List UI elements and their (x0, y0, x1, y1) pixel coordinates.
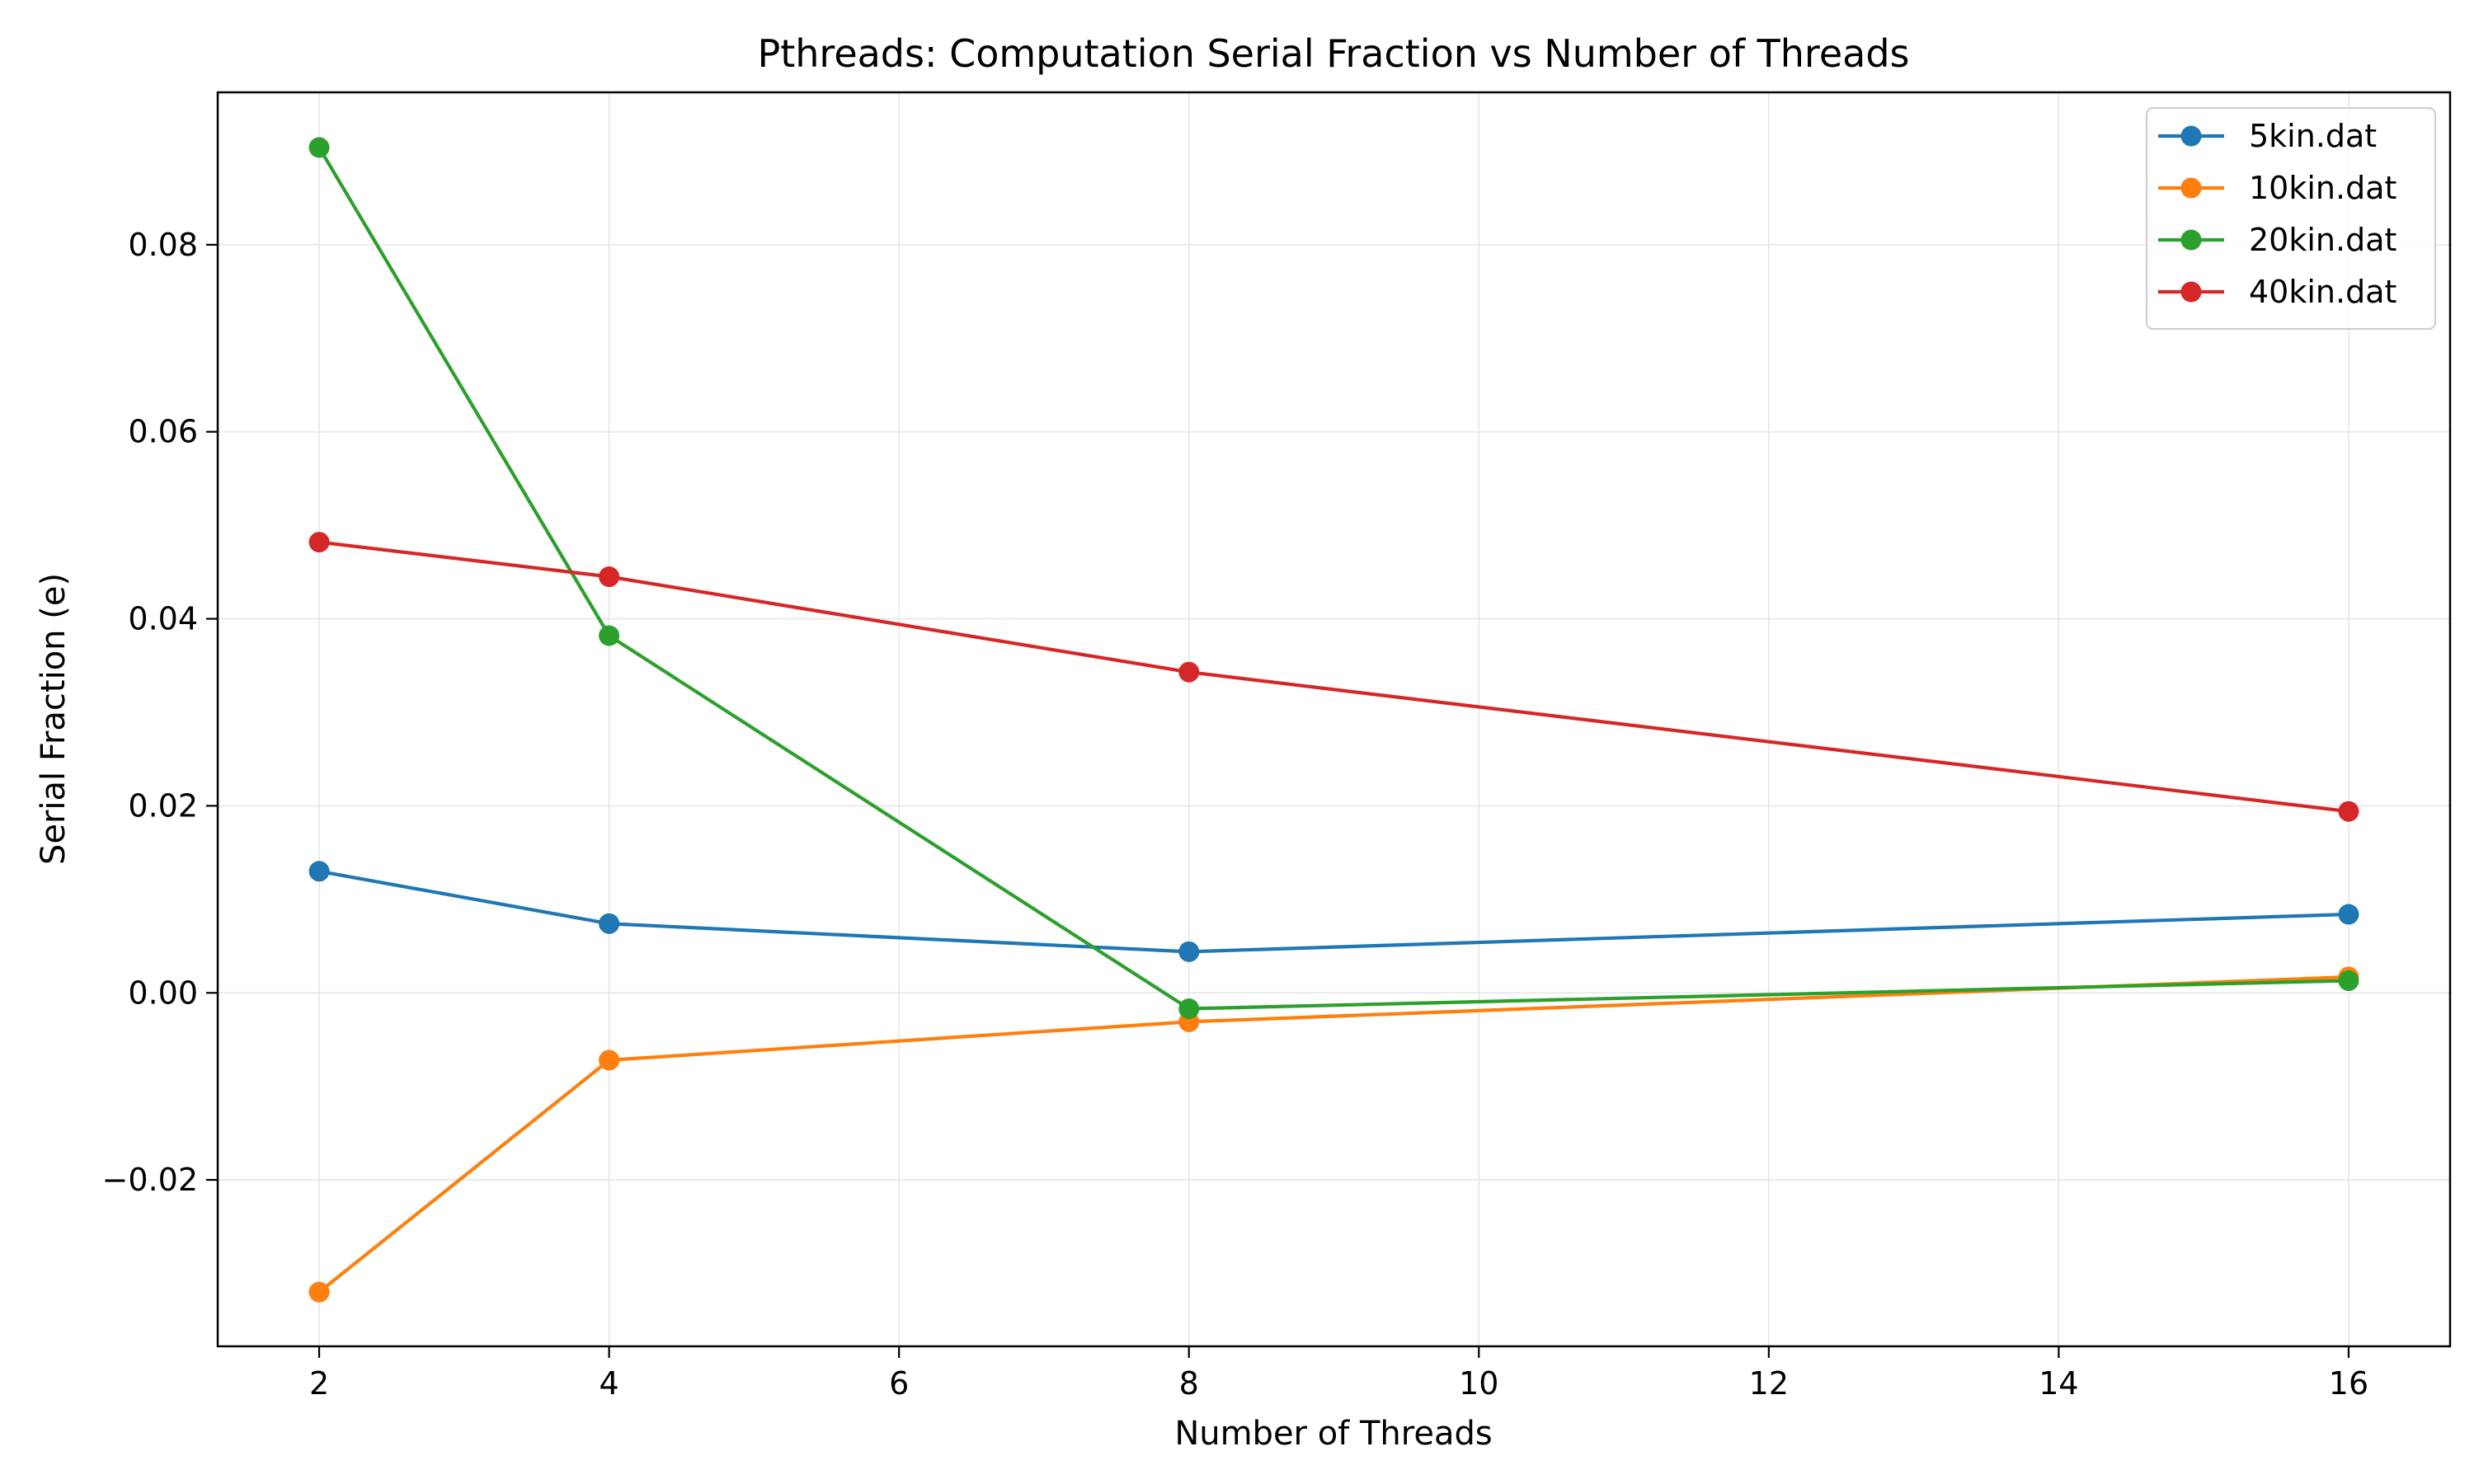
data-point-20kin.dat (1178, 998, 1200, 1020)
x-axis-ticks: 2 4 6 8 10 12 14 16 (309, 1346, 2368, 1402)
legend-label: 40kin.dat (2249, 274, 2396, 310)
x-tick-label: 6 (889, 1365, 909, 1402)
y-tick-label: 0.06 (128, 414, 198, 450)
data-point-40kin.dat (599, 566, 620, 588)
data-point-20kin.dat (599, 625, 620, 646)
legend-item: 10kin.dat (2158, 170, 2396, 206)
legend: 5kin.dat 10kin.dat 20kin.dat 40kin.dat (2146, 107, 2436, 330)
y-tick-label: −0.02 (102, 1162, 198, 1198)
series-5kin.dat (308, 861, 2359, 962)
series-line-20kin.dat (317, 146, 2349, 1011)
x-tick-label: 2 (309, 1365, 329, 1402)
data-point-5kin.dat (2338, 904, 2359, 925)
y-tick-label: 0.04 (128, 601, 198, 637)
data-point-40kin.dat (2338, 801, 2359, 822)
legend-swatch-marker (2180, 229, 2202, 251)
legend-swatch-marker (2180, 281, 2202, 303)
data-point-20kin.dat (2338, 970, 2359, 992)
legend-item: 20kin.dat (2158, 222, 2396, 258)
series-line-10kin.dat (317, 974, 2349, 1294)
data-point-5kin.dat (308, 861, 330, 882)
plot-area-frame (216, 91, 2452, 1348)
series-40kin.dat (308, 532, 2359, 822)
legend-label: 5kin.dat (2249, 118, 2377, 154)
legend-box (2146, 107, 2436, 330)
x-tick-label: 8 (1179, 1365, 1199, 1402)
data-point-20kin.dat (308, 137, 330, 158)
x-tick-label: 16 (2329, 1365, 2368, 1402)
y-tick-label: 0.02 (128, 787, 198, 824)
legend-item: 5kin.dat (2158, 118, 2377, 154)
x-tick-label: 10 (1459, 1365, 1498, 1402)
x-tick-label: 12 (1749, 1365, 1789, 1402)
legend-label: 10kin.dat (2249, 170, 2396, 206)
x-tick-label: 4 (600, 1365, 619, 1402)
grid-lines (218, 92, 2450, 1346)
data-point-5kin.dat (1178, 941, 1200, 962)
legend-item: 40kin.dat (2158, 274, 2396, 310)
x-axis-label: Number of Threads (1174, 1415, 1492, 1453)
y-tick-label: 0.00 (128, 974, 198, 1011)
legend-swatch-marker (2180, 125, 2202, 147)
chart-title: Pthreads: Computation Serial Fraction vs… (757, 31, 1909, 76)
series-line-40kin.dat (318, 540, 2349, 814)
series-20kin.dat (308, 137, 2359, 1020)
legend-swatch-marker (2180, 177, 2202, 199)
data-point-10kin.dat (308, 1281, 330, 1303)
y-axis-ticks: −0.02 0.00 0.02 0.04 0.06 0.08 (102, 227, 218, 1198)
y-axis-label: Serial Fraction (e) (35, 573, 73, 865)
y-tick-label: 0.08 (128, 227, 198, 263)
data-point-10kin.dat (599, 1050, 620, 1071)
series-group (308, 137, 2359, 1303)
data-point-40kin.dat (1178, 661, 1200, 683)
data-point-40kin.dat (308, 532, 330, 553)
legend-label: 20kin.dat (2249, 222, 2396, 258)
data-point-5kin.dat (599, 913, 620, 934)
x-tick-label: 14 (2039, 1365, 2078, 1402)
series-line-5kin.dat (318, 869, 2349, 954)
